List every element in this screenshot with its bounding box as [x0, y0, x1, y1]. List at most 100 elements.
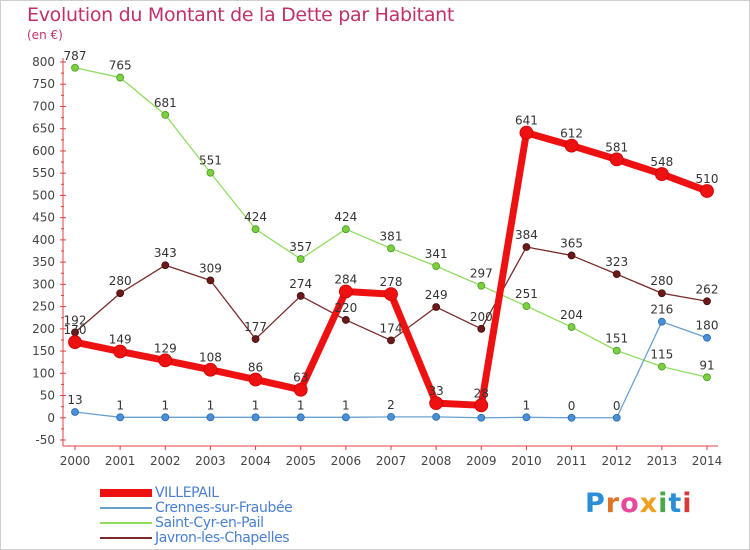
- data-label: 765: [109, 59, 132, 73]
- data-label: 641: [515, 114, 538, 128]
- data-label: 1: [523, 398, 531, 412]
- y-tick-label: 500: [32, 188, 55, 202]
- data-point: [113, 344, 128, 359]
- data-point: [564, 138, 579, 153]
- y-tick-label: 150: [32, 344, 55, 358]
- y-tick-label: 700: [32, 99, 55, 113]
- y-tick-label: 600: [32, 144, 55, 158]
- data-point: [251, 335, 260, 343]
- data-label: 249: [425, 288, 448, 302]
- data-point: [477, 413, 486, 422]
- data-point: [703, 373, 711, 382]
- data-point: [296, 255, 305, 263]
- data-label: 63: [293, 371, 308, 385]
- x-tick-label: 2012: [601, 454, 632, 468]
- y-tick-label: 300: [32, 277, 55, 291]
- data-point: [341, 316, 350, 324]
- data-label: 787: [64, 49, 87, 63]
- y-tick-label: -50: [35, 433, 55, 447]
- x-tick-label: 2004: [240, 454, 271, 468]
- data-point: [161, 261, 170, 270]
- logo-letter: i: [682, 488, 693, 519]
- data-label: 1: [342, 398, 350, 412]
- data-label: 581: [605, 140, 628, 154]
- data-label: 220: [334, 301, 357, 315]
- data-point: [387, 244, 395, 253]
- data-label: 0: [613, 399, 621, 413]
- x-tick-label: 2007: [376, 454, 407, 468]
- data-point: [387, 336, 395, 345]
- data-point: [519, 125, 534, 140]
- data-point: [567, 251, 576, 260]
- data-point: [206, 276, 215, 285]
- legend-label: Saint-Cyr-en-Pail: [155, 515, 264, 531]
- y-tick-label: 50: [40, 389, 55, 403]
- logo-letter: t: [668, 488, 683, 519]
- data-label: 278: [380, 275, 403, 289]
- data-label: 13: [67, 393, 82, 407]
- data-point: [158, 353, 173, 368]
- data-point: [612, 346, 621, 355]
- data-label: 323: [605, 255, 628, 269]
- data-point: [203, 362, 218, 377]
- series-villepail: [68, 125, 714, 413]
- data-point: [384, 287, 398, 302]
- data-point: [251, 413, 260, 422]
- data-label: 192: [64, 313, 87, 327]
- logo-letter: P: [585, 488, 606, 519]
- data-point: [657, 289, 666, 298]
- data-label: 551: [199, 154, 222, 168]
- data-label: 108: [199, 351, 222, 365]
- data-label: 200: [470, 310, 493, 324]
- y-tick-label: 750: [32, 77, 55, 91]
- logo-letter: r: [605, 488, 621, 519]
- data-label: 297: [470, 267, 493, 281]
- data-label: 33: [429, 384, 444, 398]
- data-label: 384: [515, 228, 538, 242]
- logo-letter: i: [658, 488, 669, 519]
- data-label: 129: [154, 341, 177, 355]
- x-tick-label: 2014: [692, 454, 723, 468]
- data-label: 170: [64, 323, 87, 337]
- x-tick-label: 2002: [150, 454, 181, 468]
- data-label: 381: [380, 229, 403, 243]
- x-tick-label: 2000: [60, 454, 91, 468]
- data-point: [432, 412, 441, 421]
- data-label: 216: [650, 303, 673, 317]
- data-label: 365: [560, 236, 583, 250]
- data-point: [477, 324, 486, 333]
- x-tick-label: 2001: [105, 454, 136, 468]
- data-point: [703, 333, 711, 342]
- data-label: 284: [334, 272, 357, 286]
- data-point: [522, 243, 531, 251]
- data-label: 1: [161, 398, 169, 412]
- data-point: [206, 413, 215, 422]
- data-label: 251: [515, 287, 538, 301]
- data-point: [703, 297, 711, 306]
- x-tick-label: 2011: [556, 454, 587, 468]
- data-point: [567, 323, 576, 331]
- x-tick-label: 2013: [647, 454, 678, 468]
- data-point: [161, 111, 170, 119]
- y-tick-label: 250: [32, 300, 55, 314]
- data-point: [71, 408, 79, 416]
- data-point: [612, 270, 621, 279]
- data-label: 274: [289, 277, 312, 291]
- data-point: [700, 184, 714, 198]
- data-point: [293, 382, 308, 397]
- data-point: [474, 398, 489, 413]
- x-tick-label: 2009: [466, 454, 497, 468]
- data-point: [657, 362, 666, 371]
- data-label: 309: [199, 261, 222, 275]
- data-label: 28: [474, 386, 489, 400]
- legend-swatch: [100, 507, 152, 509]
- legend-label: Crennes-sur-Fraubée: [155, 500, 293, 516]
- data-point: [432, 262, 441, 271]
- data-label: 1: [252, 398, 260, 412]
- data-label: 174: [380, 321, 403, 335]
- data-point: [71, 63, 79, 72]
- y-tick-label: 100: [32, 366, 55, 380]
- data-point: [341, 413, 350, 422]
- data-point: [609, 152, 624, 167]
